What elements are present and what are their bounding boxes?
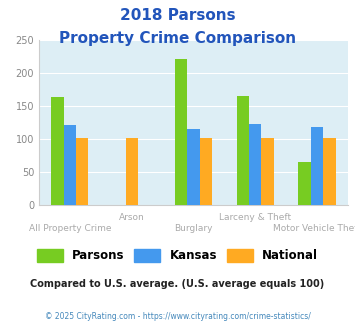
Bar [126, 138, 138, 205]
Text: Arson: Arson [119, 213, 144, 222]
Text: Property Crime Comparison: Property Crime Comparison [59, 31, 296, 46]
Text: Motor Vehicle Theft: Motor Vehicle Theft [273, 224, 355, 233]
Bar [175, 59, 187, 205]
Legend: Parsons, Kansas, National: Parsons, Kansas, National [33, 245, 322, 266]
Bar [51, 97, 64, 205]
Bar [237, 96, 249, 205]
Bar [64, 125, 76, 205]
Bar [299, 162, 311, 205]
Text: Burglary: Burglary [174, 224, 213, 233]
Text: 2018 Parsons: 2018 Parsons [120, 8, 235, 23]
Bar [76, 138, 88, 205]
Bar [261, 138, 274, 205]
Text: Larceny & Theft: Larceny & Theft [219, 213, 291, 222]
Bar [200, 138, 212, 205]
Bar [323, 138, 335, 205]
Bar [187, 129, 200, 205]
Bar [311, 127, 323, 205]
Text: All Property Crime: All Property Crime [29, 224, 111, 233]
Bar [249, 124, 261, 205]
Text: Compared to U.S. average. (U.S. average equals 100): Compared to U.S. average. (U.S. average … [31, 279, 324, 289]
Text: © 2025 CityRating.com - https://www.cityrating.com/crime-statistics/: © 2025 CityRating.com - https://www.city… [45, 312, 310, 321]
